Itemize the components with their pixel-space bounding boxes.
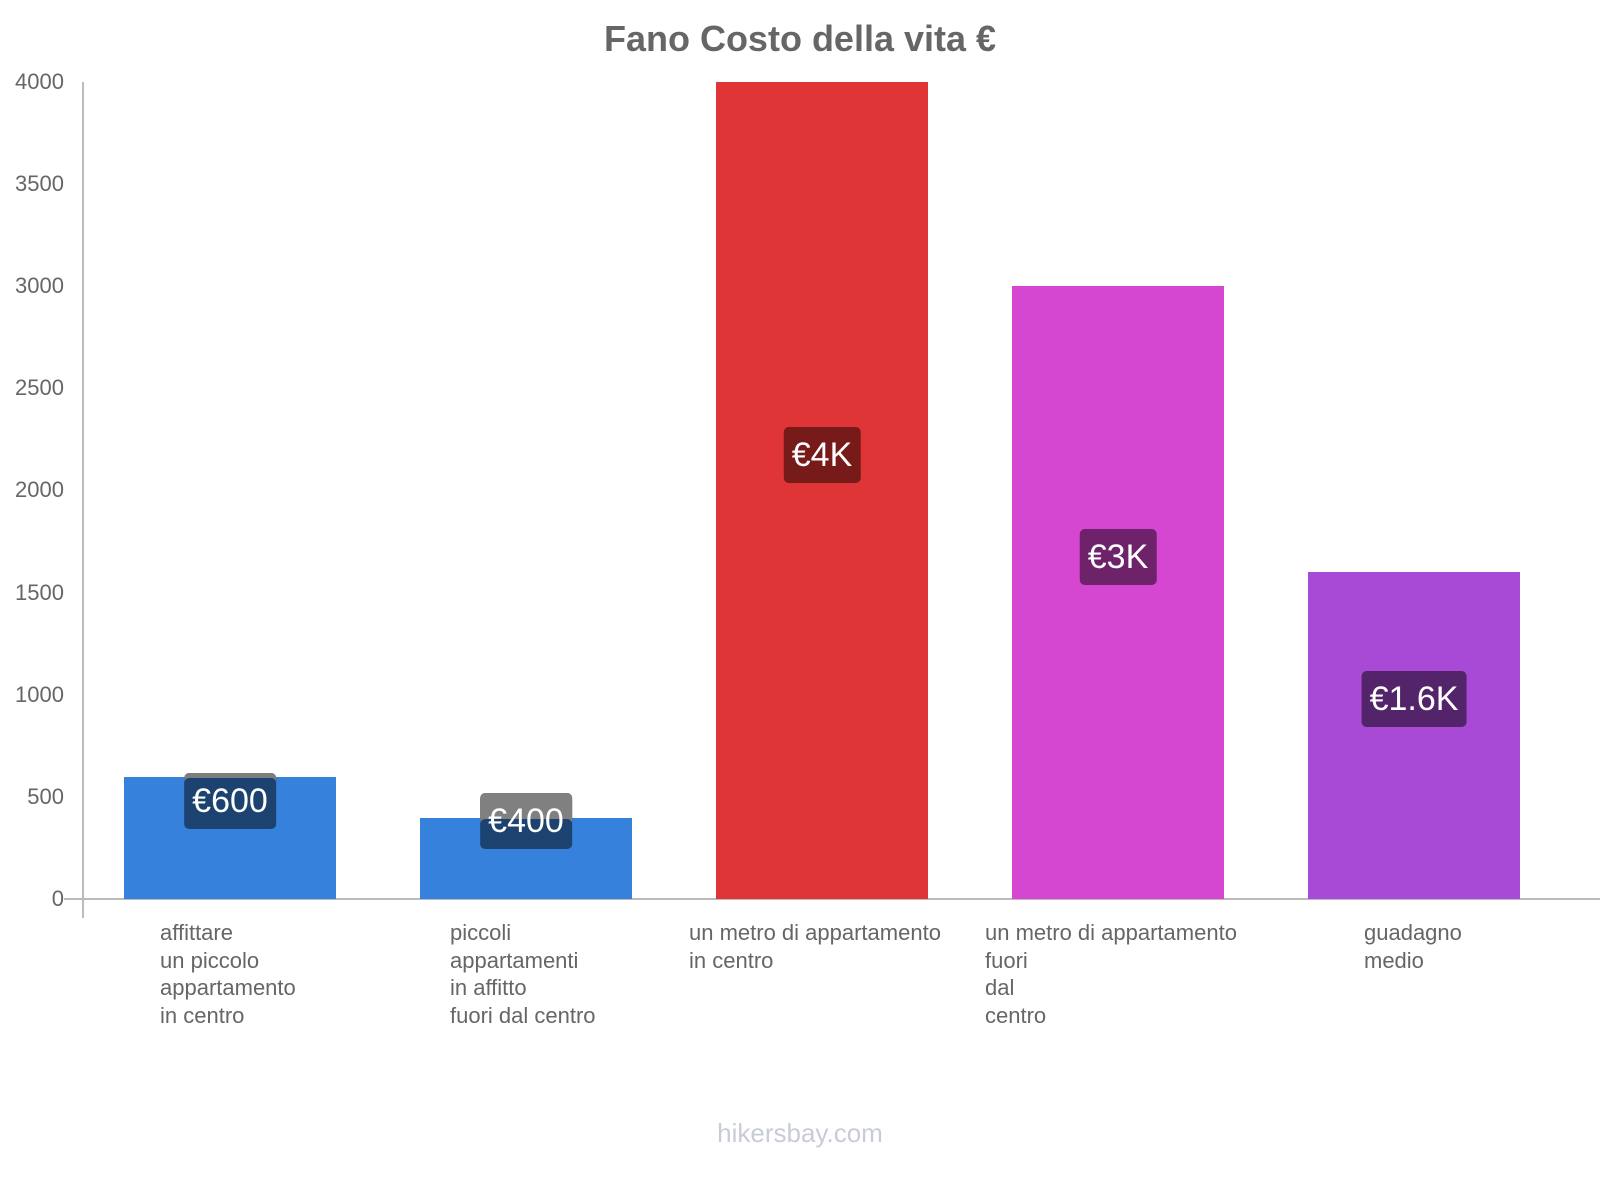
watermark: hikersbay.com (717, 1118, 883, 1148)
x-category-label: un metro di appartamento fuori dal centr… (985, 920, 1237, 1028)
x-axis-line (64, 898, 1600, 900)
y-tick-label: 1000 (15, 682, 64, 707)
value-label: €4K (783, 427, 861, 483)
x-category-label: un metro di appartamento in centro (689, 920, 941, 973)
bar-average-salary[interactable] (1308, 572, 1520, 899)
x-category-label: affittare un piccolo appartamento in cen… (160, 920, 296, 1028)
y-tick-label: 0 (51, 886, 64, 911)
bar-sqm-apartment-outside-center[interactable] (1012, 286, 1224, 899)
value-label: €400 (480, 793, 572, 849)
y-tick-label: 2500 (15, 375, 64, 400)
value-label: €3K (1079, 529, 1157, 585)
y-tick-label: 4000 (15, 69, 64, 94)
chart-title: Fano Costo della vita € (603, 18, 997, 59)
x-category-label: guadagno medio (1364, 920, 1462, 973)
y-tick-label: 3500 (15, 171, 64, 196)
value-label: €1.6K (1361, 671, 1467, 727)
y-tick-label: 2000 (15, 477, 64, 502)
value-label: €600 (184, 773, 276, 829)
y-tick-label: 500 (27, 784, 64, 809)
y-axis-line (82, 82, 84, 918)
y-tick-label: 3000 (15, 273, 64, 298)
bar-sqm-apartment-center[interactable] (716, 82, 928, 899)
y-tick-label: 1500 (15, 580, 64, 605)
x-category-label: piccoli appartamenti in affitto fuori da… (450, 920, 596, 1028)
